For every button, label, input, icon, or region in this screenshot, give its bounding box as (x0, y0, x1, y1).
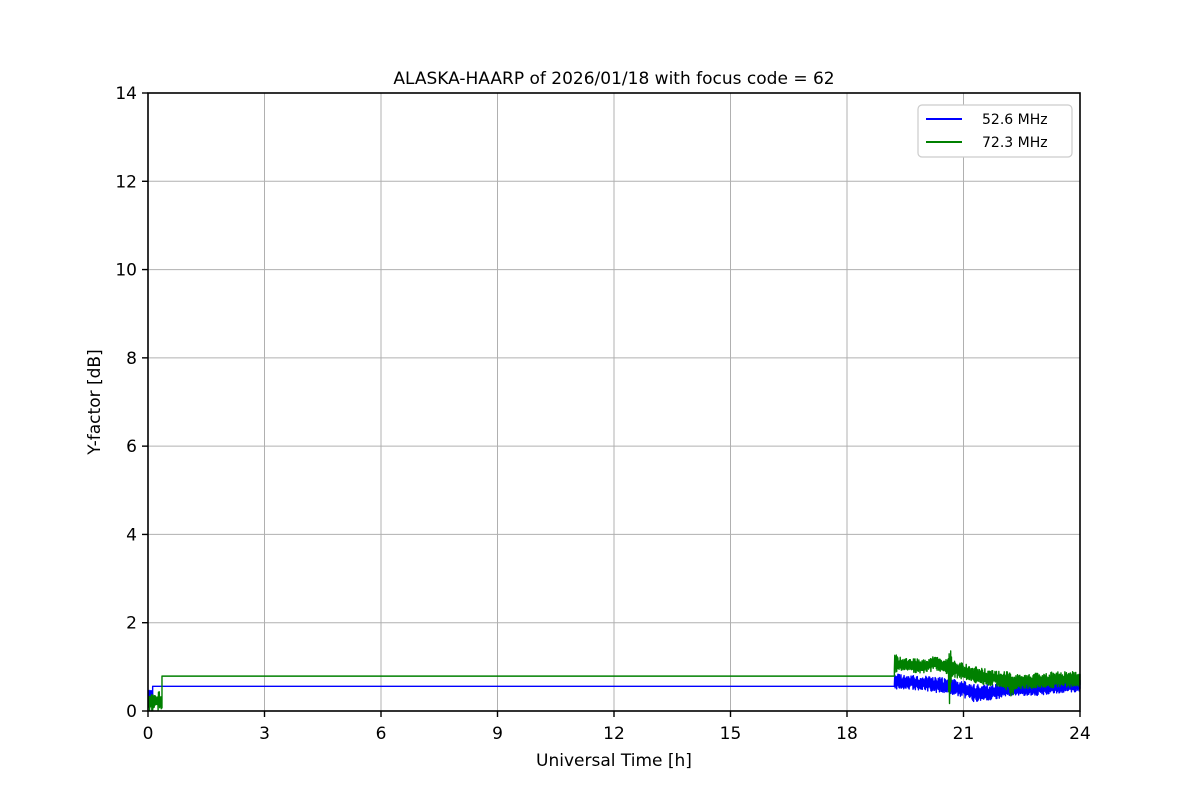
x-tick-label: 9 (492, 724, 503, 744)
y-tick-label: 6 (126, 437, 137, 457)
x-tick-label: 3 (259, 724, 270, 744)
grid-layer (148, 93, 1080, 711)
legend: 52.6 MHz 72.3 MHz (917, 104, 1073, 158)
series-layer (148, 650, 1081, 712)
y-tick-label: 12 (115, 172, 137, 192)
y-tick-label: 10 (115, 261, 137, 281)
x-tick-label: 18 (836, 724, 858, 744)
x-tick-label: 12 (603, 724, 625, 744)
x-axis-label: Universal Time [h] (536, 751, 692, 771)
series-line-52-6-mhz (148, 673, 1081, 703)
legend-label-72-3-mhz: 72.3 MHz (982, 135, 1048, 151)
legend-label-52-6-mhz: 52.6 MHz (982, 112, 1048, 128)
x-tick-label: 21 (953, 724, 975, 744)
y-axis-label: Y-factor [dB] (85, 349, 105, 455)
chart-title: ALASKA-HAARP of 2026/01/18 with focus co… (393, 69, 834, 89)
y-tick-label: 8 (126, 349, 137, 369)
x-tick-label: 6 (376, 724, 387, 744)
y-tick-label: 4 (126, 525, 137, 545)
y-tick-label: 0 (126, 702, 137, 722)
y-tick-label: 14 (115, 84, 137, 104)
series-line-72-3-mhz (148, 650, 1081, 712)
x-tick-label: 24 (1069, 724, 1091, 744)
x-tick-label: 15 (720, 724, 742, 744)
y-tick-label: 2 (126, 614, 137, 634)
x-tick-label: 0 (143, 724, 154, 744)
